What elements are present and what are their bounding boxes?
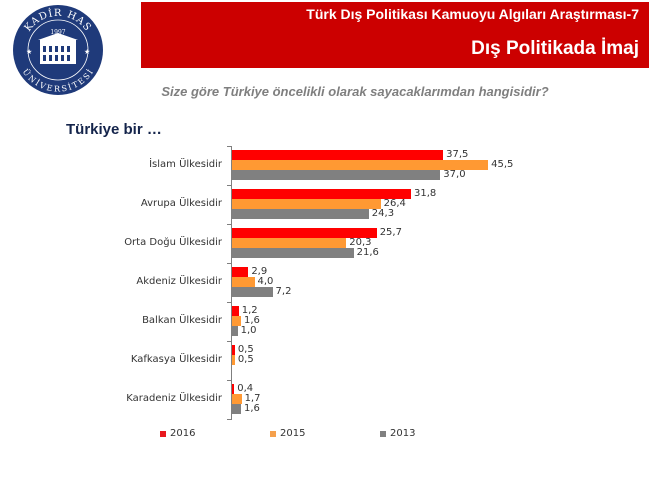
value-label-2015: 4,0 (257, 276, 274, 287)
legend-label-2015: 2015 (280, 428, 306, 439)
value-label-2016: 0,5 (237, 344, 254, 355)
bar-2015 (232, 160, 489, 170)
category-axis (231, 146, 232, 420)
category-label: Kafkasya Ülkesidir (130, 354, 222, 365)
bar-2013 (232, 326, 238, 336)
university-logo: KADİR HAS ÜNİVERSİTESİ 1997 ★ ★ (13, 5, 103, 95)
bar-2015 (232, 355, 235, 365)
svg-text:★: ★ (84, 48, 90, 56)
axis-tick (227, 302, 231, 303)
bar-2016 (232, 345, 235, 355)
axis-tick (227, 263, 231, 264)
value-label-2013: 21,6 (356, 247, 379, 258)
axis-tick (227, 146, 231, 147)
value-label-2016: 37,5 (446, 149, 469, 160)
bar-2015 (232, 316, 241, 326)
legend-swatch-2016 (160, 430, 166, 437)
value-label-2013: 37,0 (443, 169, 466, 180)
value-label-2015: 20,3 (349, 237, 372, 248)
bar-2015 (232, 199, 381, 209)
bar-2013 (232, 209, 369, 219)
category-label: İslam Ülkesidir (149, 159, 222, 170)
bar-2016 (232, 150, 444, 160)
axis-tick (227, 341, 231, 342)
value-label-2015: 1,6 (244, 315, 260, 326)
category-label: Balkan Ülkesidir (142, 315, 222, 326)
bar-2013 (232, 170, 441, 180)
value-label-2016: 2,9 (251, 266, 268, 277)
axis-tick (227, 224, 231, 225)
value-label-2016: 0,4 (237, 383, 254, 394)
value-label-2013: 1,6 (244, 403, 260, 414)
legend-swatch-2015 (270, 430, 276, 437)
legend-swatch-2013 (380, 430, 386, 437)
legend-label-2013: 2013 (390, 428, 416, 439)
category-label: Akdeniz Ülkesidir (136, 276, 222, 287)
legend-label-2016: 2016 (170, 428, 196, 439)
bar-2016 (232, 228, 377, 238)
value-label-2013: 7,2 (275, 286, 292, 297)
logo-year: 1997 (50, 29, 65, 36)
value-label-2016: 1,2 (241, 305, 258, 316)
value-label-2015: 1,7 (244, 393, 261, 404)
section-title: Türkiye bir … (66, 121, 162, 138)
value-label-2015: 45,5 (491, 159, 514, 170)
bar-2015 (232, 394, 242, 404)
value-label-2013: 1,0 (240, 325, 257, 336)
value-label-2016: 31,8 (414, 188, 437, 199)
category-label: Karadeniz Ülkesidir (126, 393, 222, 404)
report-subtitle: Türk Dış Politikası Kamuoyu Algıları Ara… (306, 6, 639, 22)
legend-item-2015: 2015 (270, 428, 305, 439)
bar-2013 (232, 287, 273, 297)
category-label: Orta Doğu Ülkesidir (124, 237, 222, 248)
bar-2015 (232, 238, 347, 248)
axis-tick (227, 380, 231, 381)
bar-2016 (232, 189, 412, 199)
page-title: Dış Politikada İmaj (471, 38, 639, 59)
axis-tick (227, 419, 231, 420)
bar-2016 (232, 384, 235, 394)
bar-2016 (232, 306, 239, 316)
bar-2013 (232, 404, 241, 414)
axis-tick (227, 185, 231, 186)
value-label-2013: 24,3 (371, 208, 395, 219)
bar-2015 (232, 277, 255, 287)
survey-question: Size göre Türkiye öncelikli olarak sayac… (161, 84, 549, 99)
legend-item-2013: 2013 (380, 428, 415, 439)
bar-2013 (232, 248, 354, 258)
value-label-2015: 26,4 (383, 198, 406, 209)
value-label-2015: 0,5 (237, 354, 254, 365)
bar-2016 (232, 267, 249, 277)
value-label-2016: 25,7 (379, 227, 402, 238)
legend-item-2016: 2016 (160, 428, 195, 439)
svg-text:★: ★ (26, 48, 32, 56)
category-label: Avrupa Ülkesidir (140, 198, 222, 209)
header-banner: Türk Dış Politikası Kamuoyu Algıları Ara… (141, 2, 649, 68)
